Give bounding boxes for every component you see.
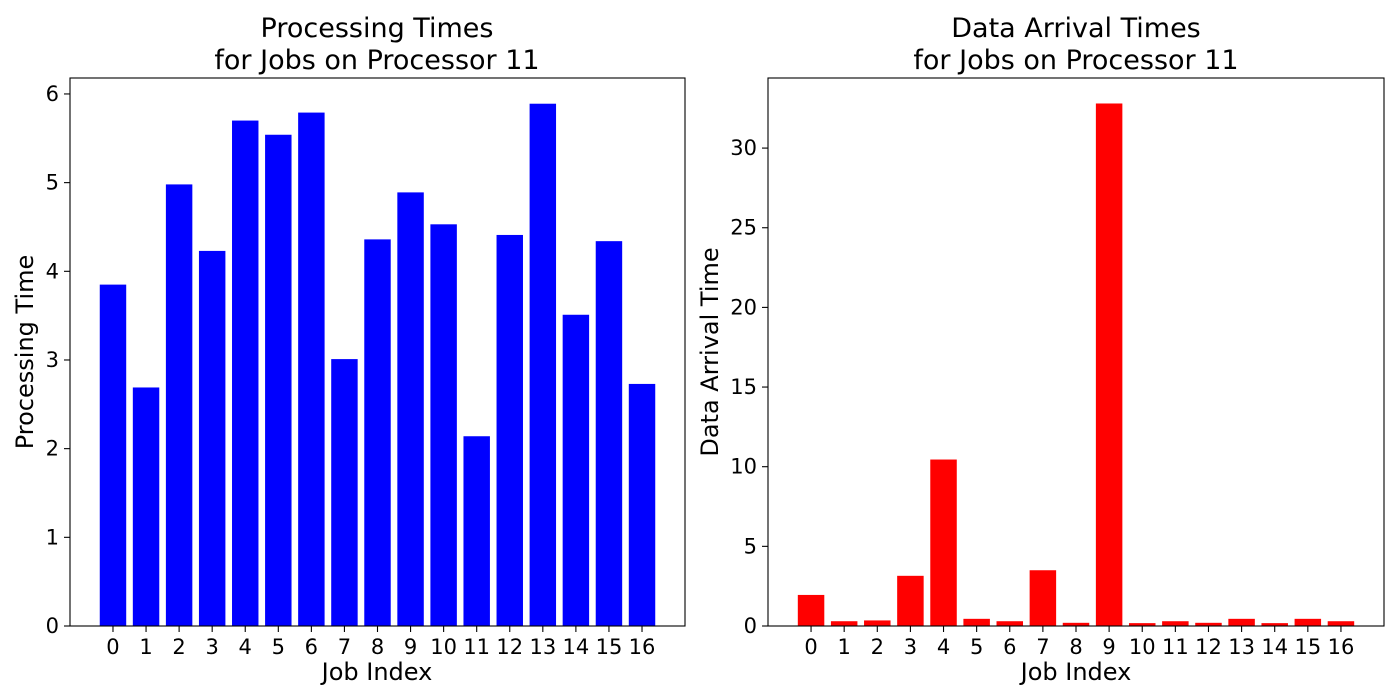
y-tick-label-6: 6 (46, 82, 59, 106)
bar-11 (463, 436, 490, 626)
bar-12 (1195, 622, 1222, 626)
x-tick-label-12: 12 (496, 635, 523, 659)
y-tick-label-10: 10 (730, 455, 757, 479)
x-tick-label-0: 0 (804, 635, 817, 659)
chart1-axes-frame (69, 77, 686, 627)
chart2-title-line2: for Jobs on Processor 11 (913, 45, 1238, 76)
x-tick-label-4: 4 (239, 635, 252, 659)
x-tick-label-1: 1 (837, 635, 850, 659)
x-tick-label-0: 0 (106, 635, 119, 659)
y-tick-label-15: 15 (730, 375, 757, 399)
chart2-axes-frame (767, 77, 1385, 627)
processing-times-chart: Processing Times for Jobs on Processor 1… (11, 13, 686, 686)
x-tick-label-5: 5 (272, 635, 285, 659)
chart2-x-axis-label: Job Index (1019, 658, 1132, 686)
y-tick-label-30: 30 (730, 136, 757, 160)
bar-0 (797, 594, 825, 626)
chart1-x-axis-label: Job Index (320, 658, 433, 686)
bar-3 (897, 575, 924, 626)
x-tick-label-16: 16 (1328, 635, 1355, 659)
chart2-y-axis-label: Data Arrival Time (696, 247, 724, 456)
bar-0 (99, 284, 127, 626)
y-tick-label-3: 3 (46, 348, 59, 372)
x-tick-label-12: 12 (1195, 635, 1222, 659)
x-tick-label-11: 11 (463, 635, 490, 659)
bar-15 (1294, 618, 1322, 626)
y-tick-label-1: 1 (46, 525, 59, 549)
y-tick-label-4: 4 (46, 259, 59, 283)
x-tick-label-13: 13 (1228, 635, 1255, 659)
bar-14 (1261, 623, 1288, 626)
x-tick-label-10: 10 (430, 635, 457, 659)
x-tick-label-15: 15 (1294, 635, 1321, 659)
bar-9 (1095, 103, 1123, 626)
chart1-title-line1: Processing Times (261, 13, 494, 44)
bar-3 (198, 250, 226, 626)
x-tick-label-2: 2 (871, 635, 884, 659)
x-tick-label-3: 3 (904, 635, 917, 659)
chart2-title-line1: Data Arrival Times (951, 13, 1201, 44)
x-tick-label-8: 8 (371, 635, 384, 659)
x-tick-label-1: 1 (139, 635, 152, 659)
x-tick-label-6: 6 (1003, 635, 1016, 659)
x-tick-label-2: 2 (172, 635, 185, 659)
x-tick-label-11: 11 (1162, 635, 1189, 659)
data-arrival-times-chart: Data Arrival Times for Jobs on Processor… (696, 13, 1385, 686)
bar-1 (830, 621, 858, 626)
x-tick-label-15: 15 (596, 635, 623, 659)
bar-10 (1128, 623, 1156, 626)
x-tick-label-4: 4 (937, 635, 950, 659)
y-tick-label-0: 0 (46, 614, 59, 638)
chart1-y-axis-label: Processing Time (11, 255, 39, 450)
y-tick-label-25: 25 (730, 216, 757, 240)
x-tick-label-14: 14 (1261, 635, 1288, 659)
bar-13 (529, 103, 557, 626)
bar-2 (864, 620, 891, 626)
bar-8 (364, 239, 391, 626)
bar-14 (562, 314, 590, 626)
bar-15 (595, 241, 623, 626)
bar-6 (996, 621, 1024, 626)
bar-9 (397, 192, 424, 626)
x-tick-label-7: 7 (1036, 635, 1049, 659)
bar-4 (232, 120, 259, 626)
bar-5 (963, 618, 990, 626)
bar-5 (265, 134, 292, 627)
bar-10 (430, 224, 457, 627)
x-tick-label-6: 6 (305, 635, 318, 659)
x-tick-label-13: 13 (529, 635, 556, 659)
x-tick-label-3: 3 (205, 635, 218, 659)
bar-7 (1029, 570, 1057, 626)
y-tick-label-5: 5 (744, 534, 757, 558)
bar-16 (1327, 621, 1355, 626)
x-tick-label-8: 8 (1069, 635, 1082, 659)
bar-12 (496, 234, 523, 626)
bar-13 (1228, 618, 1255, 626)
bar-11 (1162, 621, 1189, 626)
x-tick-label-16: 16 (629, 635, 656, 659)
bar-1 (132, 387, 160, 626)
x-tick-label-7: 7 (338, 635, 351, 659)
x-tick-label-10: 10 (1129, 635, 1156, 659)
bar-6 (298, 112, 325, 627)
x-tick-label-5: 5 (970, 635, 983, 659)
y-tick-label-20: 20 (730, 295, 757, 319)
x-tick-label-14: 14 (563, 635, 590, 659)
bar-16 (628, 383, 656, 626)
chart1-title-line2: for Jobs on Processor 11 (214, 45, 539, 76)
y-tick-label-5: 5 (46, 171, 59, 195)
bar-8 (1062, 622, 1090, 626)
y-tick-label-2: 2 (46, 437, 59, 461)
x-tick-label-9: 9 (404, 635, 417, 659)
bar-4 (930, 459, 957, 626)
bar-7 (331, 359, 358, 626)
bar-2 (165, 184, 193, 626)
x-tick-label-9: 9 (1102, 635, 1115, 659)
y-tick-label-0: 0 (744, 614, 757, 638)
